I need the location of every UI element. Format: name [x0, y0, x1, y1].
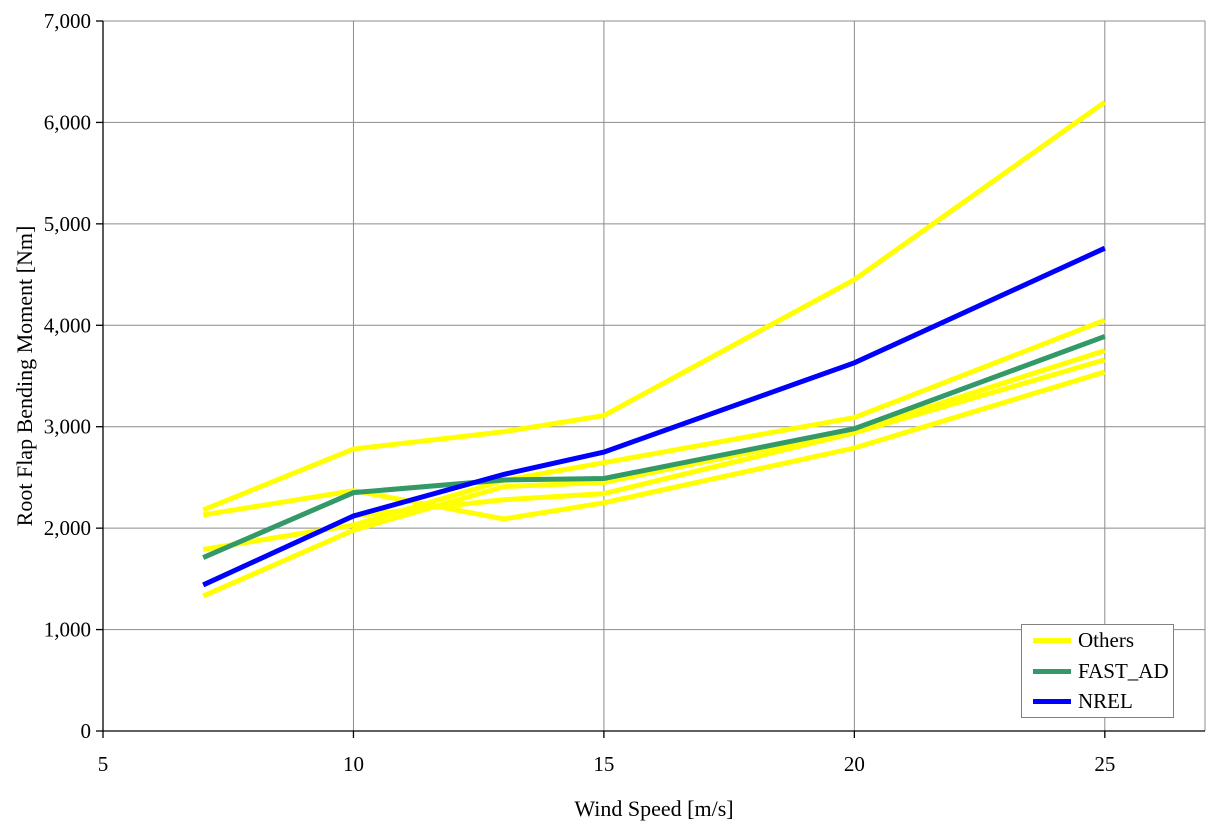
y-tick-label: 3,000 [44, 415, 91, 439]
series-line-others [202, 100, 1107, 513]
x-axis-title: Wind Speed [m/s] [574, 796, 734, 821]
legend-item-others: Others [1022, 625, 1173, 656]
x-tick-label: 10 [343, 752, 364, 776]
y-tick-label: 0 [81, 719, 92, 743]
y-tick-label: 7,000 [44, 9, 91, 33]
legend-item-fast-ad: FAST_AD [1022, 656, 1173, 687]
series-line-others [202, 369, 1106, 522]
series-line-nrel [202, 245, 1106, 588]
legend-label: NREL [1078, 689, 1133, 714]
series-line-others [353, 357, 1106, 519]
y-tick-label: 4,000 [44, 313, 91, 337]
y-tick-label: 1,000 [44, 618, 91, 642]
y-axis-title: Root Flap Bending Moment [Nm] [12, 225, 37, 527]
legend-label: Others [1078, 627, 1134, 652]
y-tick-label: 2,000 [44, 516, 91, 540]
series-line-others [202, 348, 1106, 599]
x-tick-label: 20 [844, 752, 865, 776]
legend-swatch-nrel [1033, 699, 1071, 705]
legend-swatch-fast-ad [1033, 668, 1071, 674]
x-tick-label: 5 [98, 752, 109, 776]
y-tick-label: 6,000 [44, 110, 91, 134]
legend-item-nrel: NREL [1022, 686, 1173, 717]
y-tick-label: 5,000 [44, 212, 91, 236]
legend-label: FAST_AD [1078, 658, 1169, 683]
series-line-fast_ad [202, 334, 1106, 560]
legend: Others FAST_AD NREL [1021, 624, 1174, 718]
x-tick-label: 15 [593, 752, 614, 776]
legend-swatch-others [1033, 637, 1071, 643]
x-tick-label: 25 [1094, 752, 1115, 776]
